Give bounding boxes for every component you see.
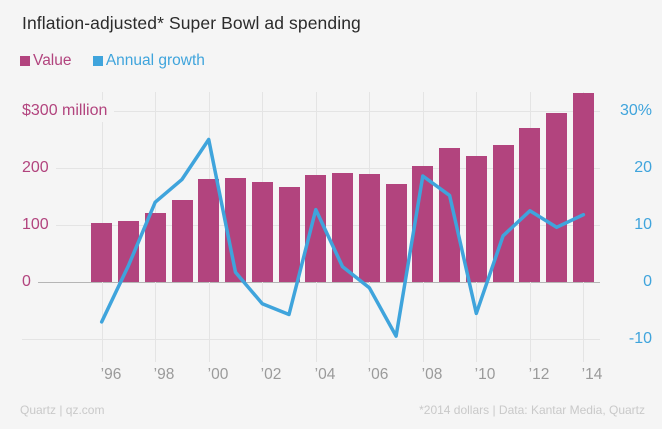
x-axis-label-2000: ’00 [207, 366, 229, 383]
legend-item-growth: Annual growth [92, 52, 205, 70]
bar-2013 [546, 113, 568, 282]
bar-2014 [572, 93, 594, 282]
chart-title: Inflation-adjusted* Super Bowl ad spendi… [22, 13, 361, 33]
bar-2010 [465, 155, 487, 282]
bar-2005 [332, 172, 353, 282]
x-axis-label-2010: ’10 [474, 366, 496, 383]
footer-attribution-right: *2014 dollars | Data: Kantar Media, Quar… [419, 403, 645, 417]
bar-2012 [519, 128, 541, 282]
bar-2007 [385, 184, 407, 282]
legend-label-growth: Annual growth [105, 52, 205, 69]
value-series-swatch-icon [20, 56, 30, 66]
right-axis-label-10: 10 [634, 216, 652, 233]
zero-gridline [22, 282, 600, 283]
bar-2003 [278, 187, 300, 282]
x-axis-label-1998: ’98 [153, 366, 175, 383]
bar-1998 [144, 212, 166, 282]
bar-2006 [358, 173, 380, 282]
growth-series-swatch-icon [92, 56, 103, 66]
x-axis-label-2004: ’04 [314, 366, 336, 383]
x-axis-label-2014: ’14 [581, 366, 603, 383]
left-axis-label-300: $300 million [22, 100, 115, 122]
gridline--10pct [22, 339, 600, 340]
left-axis-label-0: 0 [22, 271, 38, 293]
right-axis-label-30: 30% [619, 102, 652, 119]
footer-source-left: Quartz | qz.com [20, 403, 105, 417]
bar-2000 [198, 179, 220, 282]
bar-2009 [439, 148, 461, 282]
bar-2004 [305, 175, 327, 282]
right-axis-label-0: 0 [643, 273, 652, 290]
x-axis-label-1996: ’96 [100, 366, 122, 383]
bar-2008 [412, 165, 434, 282]
bar-1997 [118, 221, 139, 282]
left-axis-label-200: 200 [22, 157, 56, 179]
bar-2002 [251, 181, 273, 282]
x-axis-label-2012: ’12 [528, 366, 550, 383]
footer: Quartz | qz.com *2014 dollars | Data: Ka… [20, 403, 645, 417]
bar-2001 [225, 177, 246, 282]
x-axis-label-2002: ’02 [260, 366, 282, 383]
legend: Value Annual growth [20, 52, 222, 71]
x-axis-label-2008: ’08 [421, 366, 443, 383]
legend-label-value: Value [33, 52, 72, 69]
bar-2011 [492, 145, 514, 282]
legend-item-value: Value [20, 52, 72, 70]
right-axis-label--10: -10 [628, 330, 652, 347]
bar-1999 [171, 199, 193, 282]
left-axis-label-100: 100 [22, 214, 56, 236]
right-axis-label-20: 20 [634, 159, 652, 176]
bar-1996 [91, 222, 113, 282]
x-axis-label-2006: ’06 [367, 366, 389, 383]
gridline-300 [22, 111, 600, 112]
